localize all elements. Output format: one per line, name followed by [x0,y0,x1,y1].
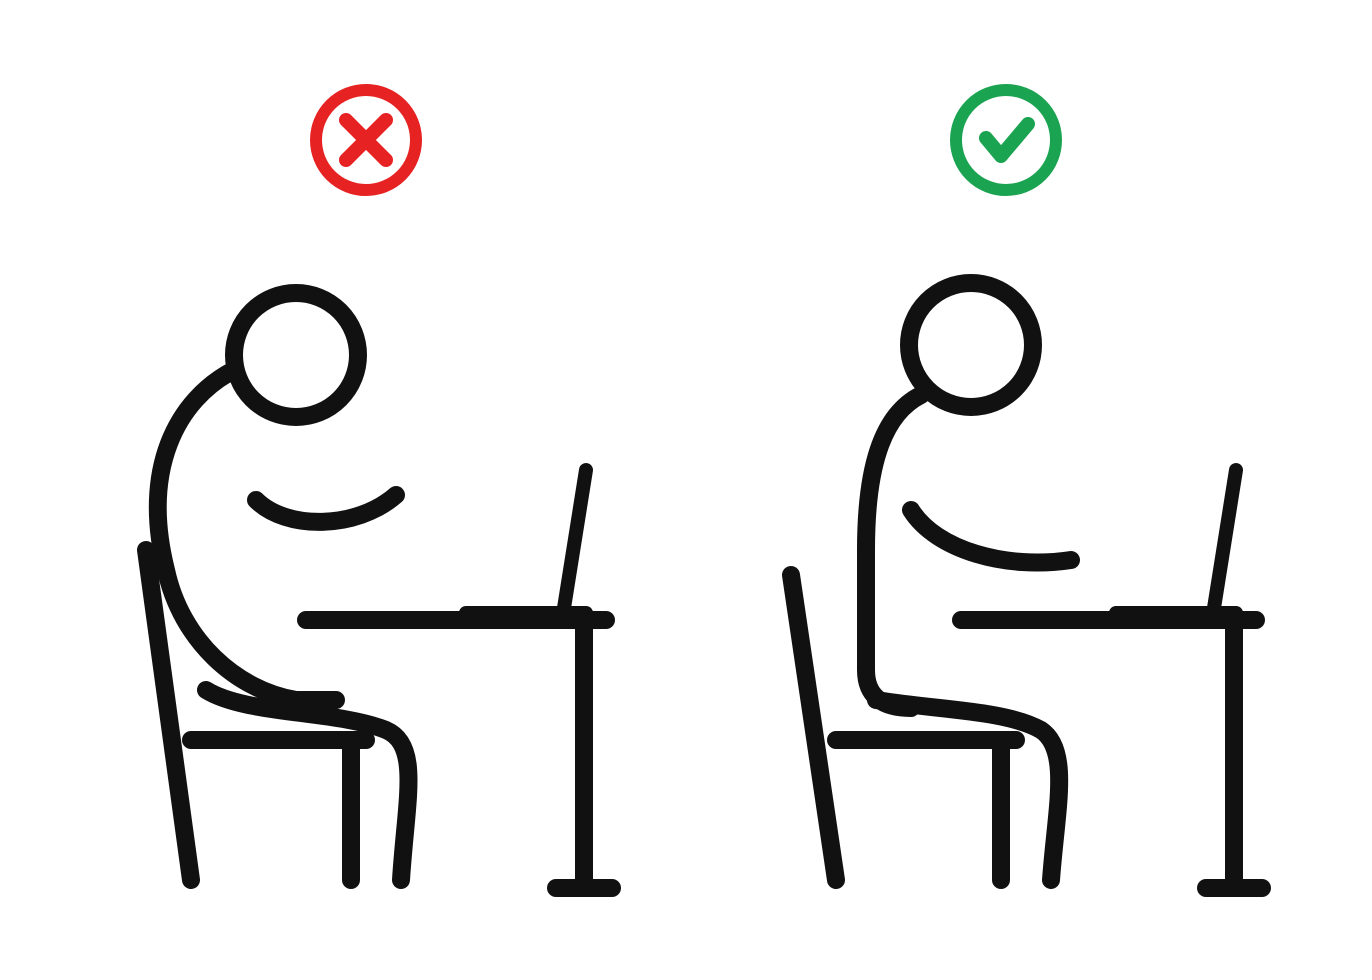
head [234,293,358,417]
correct-posture-panel [726,60,1286,920]
correct-figure [726,240,1286,920]
incorrect-badge [306,80,426,205]
incorrect-posture-panel [86,60,646,920]
posture-diagram [0,0,1372,980]
x-circle-icon [306,80,426,200]
arm [911,510,1071,563]
chair-back [791,575,836,880]
arm [256,495,396,522]
incorrect-figure [86,240,646,920]
head [909,283,1033,407]
laptop-screen [1214,470,1236,608]
leg [206,690,409,880]
laptop-screen [564,470,586,608]
torso [866,395,921,708]
correct-badge [946,80,1066,205]
leg [876,700,1059,880]
check-circle-icon [946,80,1066,200]
